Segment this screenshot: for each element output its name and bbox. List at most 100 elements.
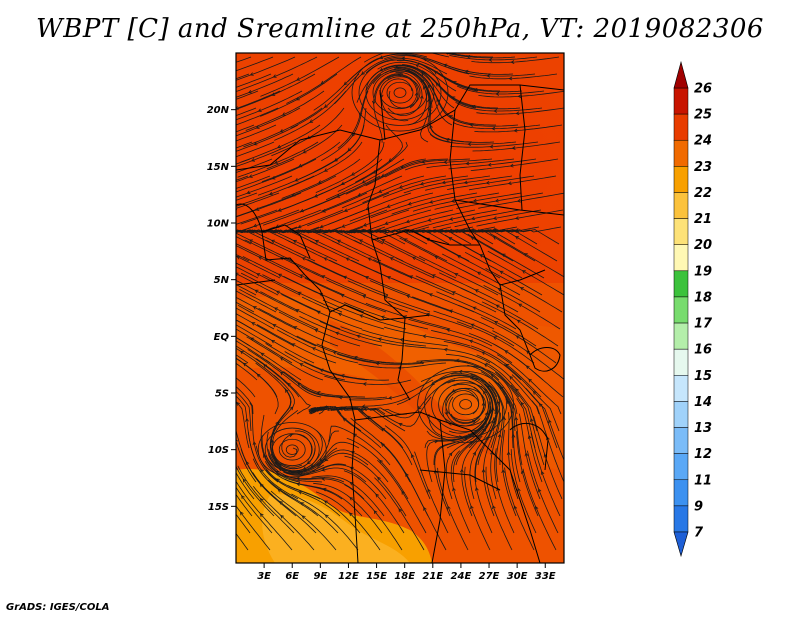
streamline-arrow — [336, 194, 341, 198]
streamline — [368, 209, 454, 233]
streamline-arrow — [389, 257, 394, 261]
streamline — [291, 493, 359, 551]
y-tick-label: 5S — [215, 389, 229, 400]
streamline-arrow — [218, 352, 221, 355]
x-tick-label: 30E — [507, 571, 528, 582]
streamline-arrow — [279, 463, 283, 467]
streamline — [516, 431, 539, 517]
streamline-arrow — [296, 77, 301, 81]
streamline — [236, 284, 257, 296]
colorbar-bin — [673, 113, 689, 141]
streamline-arrow — [521, 270, 526, 274]
streamline — [446, 353, 520, 398]
streamline — [380, 360, 469, 364]
streamline-arrow — [398, 508, 403, 513]
streamline-arrow — [492, 216, 497, 220]
streamline — [236, 301, 255, 313]
streamline-arrow — [257, 108, 262, 112]
streamline-arrow — [340, 181, 345, 185]
streamline — [270, 427, 316, 470]
streamline-arrow — [508, 76, 513, 81]
streamline — [485, 362, 538, 432]
streamline-arrow — [240, 511, 244, 516]
streamline — [522, 468, 557, 551]
colorbar-label: 12 — [694, 447, 712, 462]
streamline — [444, 234, 523, 279]
streamline-arrow — [448, 452, 453, 457]
colorbar: 26 25 24 23 22 21 20 19 18 17 16 15 14 13 12 11 9 7 — [673, 60, 713, 558]
streamline — [497, 354, 562, 415]
streamline-arrow — [349, 512, 353, 517]
streamline — [363, 396, 432, 427]
streamline — [455, 390, 494, 466]
streamline — [316, 343, 402, 364]
streamline-arrow — [323, 257, 328, 261]
streamline — [454, 360, 518, 415]
streamline — [290, 73, 360, 129]
map-plot-area — [187, 53, 564, 563]
streamline-arrow — [362, 294, 367, 299]
streamline — [426, 431, 476, 483]
streamline-arrow — [260, 468, 264, 473]
streamline — [284, 478, 363, 517]
streamline — [425, 175, 513, 191]
streamline — [236, 124, 277, 142]
streamline — [434, 442, 456, 517]
streamline-arrow — [427, 218, 432, 222]
streamline — [236, 505, 271, 551]
streamline — [365, 158, 449, 187]
streamline — [403, 175, 491, 194]
streamline — [258, 307, 339, 347]
streamline — [236, 481, 293, 551]
streamline-arrow — [472, 198, 477, 203]
plot-frame — [235, 52, 565, 564]
streamline — [244, 239, 325, 279]
streamline-arrow — [520, 401, 525, 406]
streamline — [368, 229, 448, 262]
streamline-arrow — [232, 223, 235, 226]
streamline — [236, 56, 252, 63]
streamline-arrow — [295, 309, 300, 313]
streamline — [246, 336, 324, 381]
colorbar-bin — [673, 375, 689, 402]
vortex-ring — [452, 393, 480, 416]
streamline-arrow — [483, 390, 487, 395]
streamline — [421, 70, 499, 109]
streamline-arrow — [206, 70, 209, 73]
streamline — [236, 377, 256, 398]
streamline — [456, 321, 535, 364]
streamline — [469, 417, 495, 500]
streamline — [260, 73, 338, 117]
streamline-arrow — [203, 189, 206, 192]
streamline — [447, 379, 490, 432]
streamline — [418, 255, 499, 296]
streamline — [345, 229, 426, 262]
streamline — [416, 359, 500, 381]
streamline-arrow — [421, 160, 426, 164]
streamline — [276, 329, 359, 364]
streamline-arrow — [195, 368, 198, 371]
streamline — [301, 296, 385, 330]
streamline-arrow — [486, 74, 491, 78]
streamline — [344, 484, 403, 551]
streamline — [236, 513, 251, 534]
streamline-arrow — [475, 486, 479, 491]
streamline — [265, 343, 346, 381]
streamline-arrow — [352, 433, 357, 438]
streamline — [267, 479, 339, 534]
streamline-arrow — [481, 401, 486, 406]
streamline-arrow — [187, 322, 190, 325]
streamline — [427, 58, 514, 75]
streamline — [236, 124, 255, 133]
x-tick-label: 27E — [479, 571, 500, 582]
streamline — [256, 358, 312, 415]
streamline-arrow — [274, 160, 279, 164]
colorbar-bin — [673, 87, 689, 115]
streamline — [236, 107, 257, 117]
streamline — [481, 301, 559, 347]
streamline-arrow — [229, 458, 232, 461]
streamline-arrow — [242, 478, 247, 483]
streamline-arrow — [333, 158, 338, 162]
streamline — [383, 326, 471, 347]
streamline — [358, 362, 447, 369]
